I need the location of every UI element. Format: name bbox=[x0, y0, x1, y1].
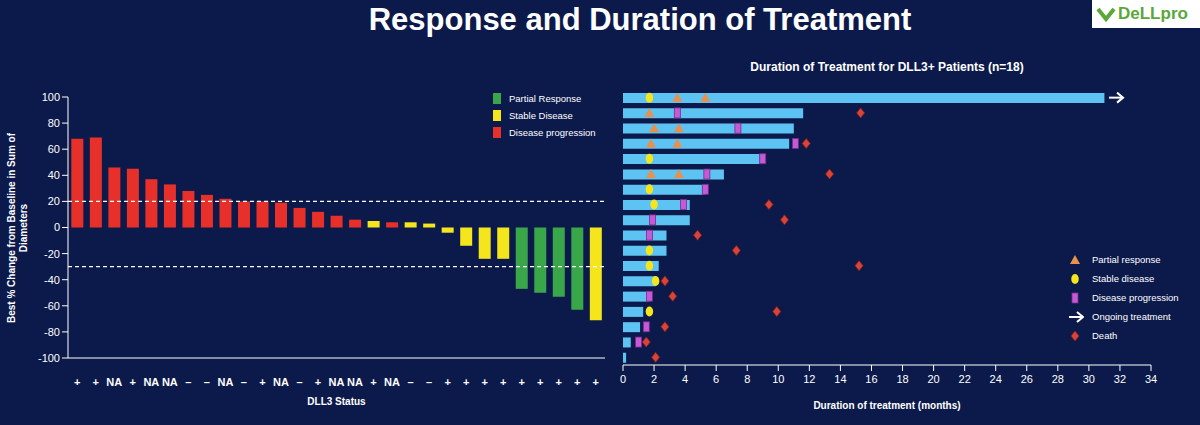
svg-text:34: 34 bbox=[1145, 373, 1157, 385]
svg-text:22: 22 bbox=[959, 373, 971, 385]
svg-text:-60: -60 bbox=[44, 300, 60, 312]
svg-text:+: + bbox=[593, 376, 599, 388]
svg-text:40: 40 bbox=[48, 169, 60, 181]
svg-text:NA: NA bbox=[106, 376, 122, 388]
html-text:Stable Disease: Stable Disease bbox=[509, 110, 573, 121]
svg-text:16: 16 bbox=[865, 373, 877, 385]
html-text:Disease progression: Disease progression bbox=[1092, 292, 1179, 303]
svg-text:+: + bbox=[500, 376, 506, 388]
svg-text:+: + bbox=[444, 376, 450, 388]
svg-text:80: 80 bbox=[48, 117, 60, 129]
svg-text:+: + bbox=[130, 376, 136, 388]
svg-text:4: 4 bbox=[682, 373, 688, 385]
svg-text:+: + bbox=[370, 376, 376, 388]
svg-text:-40: -40 bbox=[44, 274, 60, 286]
html-text:Response and Duration of Treat: Response and Duration of Treatment bbox=[368, 2, 912, 37]
svg-text:+: + bbox=[315, 376, 321, 388]
svg-text:NA: NA bbox=[329, 376, 345, 388]
svg-text:NA: NA bbox=[384, 376, 400, 388]
svg-text:+: + bbox=[93, 376, 99, 388]
svg-text:NA: NA bbox=[162, 376, 178, 388]
html-text:Duration of Treatment for DLL3: Duration of Treatment for DLL3+ Patients… bbox=[750, 60, 1024, 74]
svg-text:-80: -80 bbox=[44, 326, 60, 338]
svg-text:+: + bbox=[259, 376, 265, 388]
html-text:DeLLpro: DeLLpro bbox=[1118, 4, 1188, 23]
svg-text:–: – bbox=[296, 376, 302, 388]
svg-text:+: + bbox=[574, 376, 580, 388]
svg-text:–: – bbox=[204, 376, 210, 388]
svg-text:–: – bbox=[408, 376, 414, 388]
html-text:Partial Response: Partial Response bbox=[509, 93, 582, 104]
svg-text:–: – bbox=[185, 376, 191, 388]
svg-text:+: + bbox=[537, 376, 543, 388]
svg-text:28: 28 bbox=[1052, 373, 1064, 385]
svg-text:-20: -20 bbox=[44, 248, 60, 260]
html-text:DLL3 Status: DLL3 Status bbox=[307, 396, 366, 407]
html-text:Death: Death bbox=[1092, 330, 1118, 341]
svg-text:NA: NA bbox=[347, 376, 363, 388]
svg-text:6: 6 bbox=[713, 373, 719, 385]
svg-text:10: 10 bbox=[772, 373, 784, 385]
svg-text:30: 30 bbox=[1083, 373, 1095, 385]
svg-text:32: 32 bbox=[1114, 373, 1126, 385]
svg-text:14: 14 bbox=[834, 373, 846, 385]
svg-text:20: 20 bbox=[48, 195, 60, 207]
svg-text:60: 60 bbox=[48, 143, 60, 155]
svg-text:0: 0 bbox=[54, 221, 60, 233]
svg-text:NA: NA bbox=[217, 376, 233, 388]
html-text:Partial response: Partial response bbox=[1092, 254, 1161, 265]
svg-text:+: + bbox=[518, 376, 524, 388]
svg-text:–: – bbox=[426, 376, 432, 388]
svg-text:-100: -100 bbox=[38, 352, 60, 364]
svg-text:0: 0 bbox=[620, 373, 626, 385]
html-text:Duration of treatment (months): Duration of treatment (months) bbox=[813, 400, 961, 411]
svg-text:+: + bbox=[74, 376, 80, 388]
html-text:Disease progression: Disease progression bbox=[509, 127, 596, 138]
svg-text:12: 12 bbox=[803, 373, 815, 385]
svg-text:NA: NA bbox=[273, 376, 289, 388]
html-text:Ongoing treatment: Ongoing treatment bbox=[1092, 311, 1171, 322]
svg-text:100: 100 bbox=[42, 91, 60, 103]
svg-text:24: 24 bbox=[990, 373, 1002, 385]
svg-text:2: 2 bbox=[651, 373, 657, 385]
svg-text:+: + bbox=[555, 376, 561, 388]
svg-text:18: 18 bbox=[896, 373, 908, 385]
svg-text:+: + bbox=[463, 376, 469, 388]
svg-text:NA: NA bbox=[143, 376, 159, 388]
svg-text:+: + bbox=[481, 376, 487, 388]
svg-text:20: 20 bbox=[927, 373, 939, 385]
svg-text:8: 8 bbox=[744, 373, 750, 385]
html-text:Stable disease: Stable disease bbox=[1092, 273, 1155, 284]
svg-text:–: – bbox=[241, 376, 247, 388]
html-text:Best % Change from Baseline in: Best % Change from Baseline in Sum of Di… bbox=[6, 133, 29, 323]
svg-text:26: 26 bbox=[1021, 373, 1033, 385]
